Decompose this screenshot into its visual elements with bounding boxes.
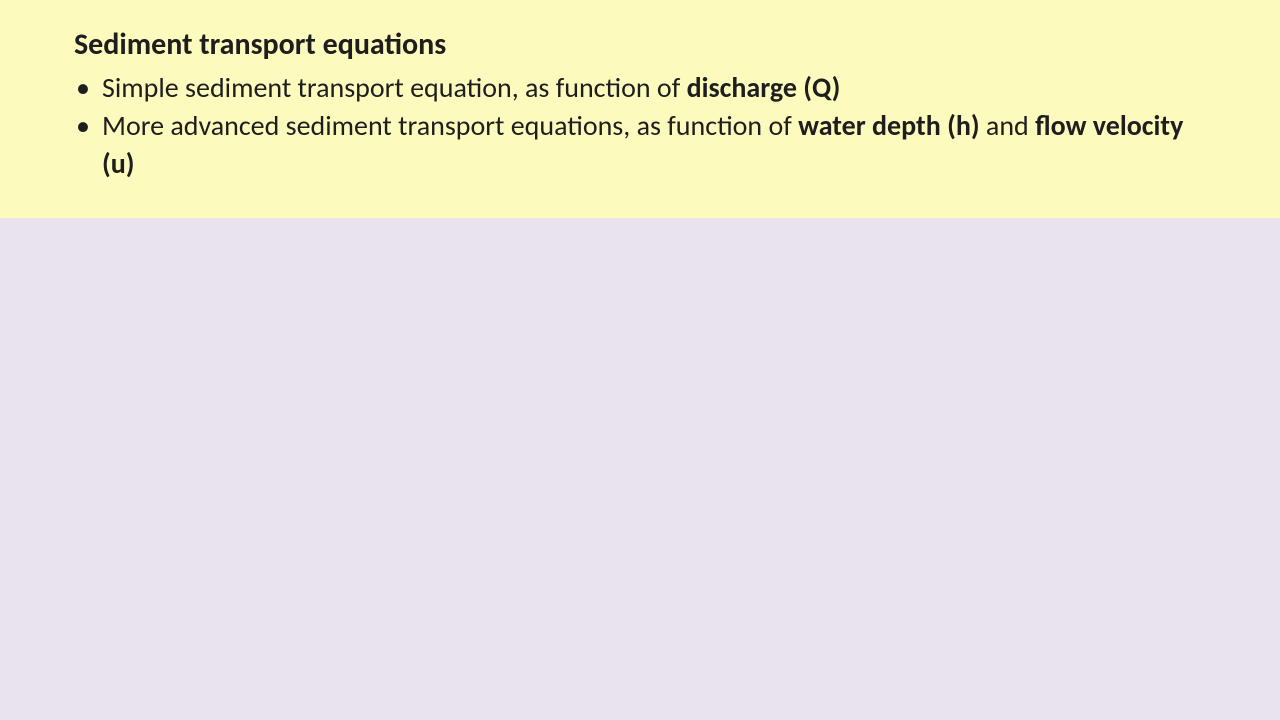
- slide-title: Sediment transport equations: [74, 26, 1206, 63]
- bullet-text-prefix: Simple sediment transport equation, as f…: [102, 70, 687, 105]
- bullet-item: Simple sediment transport equation, as f…: [102, 69, 1206, 107]
- bullet-text-bold: water depth (h): [798, 108, 979, 143]
- bullet-text-prefix: More advanced sediment transport equatio…: [102, 108, 798, 143]
- bullet-item: More advanced sediment transport equatio…: [102, 107, 1206, 183]
- bullet-list: Simple sediment transport equation, as f…: [74, 69, 1206, 182]
- bullet-text-mid: and: [980, 108, 1036, 143]
- header-box: Sediment transport equations Simple sedi…: [0, 0, 1280, 218]
- bullet-text-bold: discharge (Q): [687, 70, 841, 105]
